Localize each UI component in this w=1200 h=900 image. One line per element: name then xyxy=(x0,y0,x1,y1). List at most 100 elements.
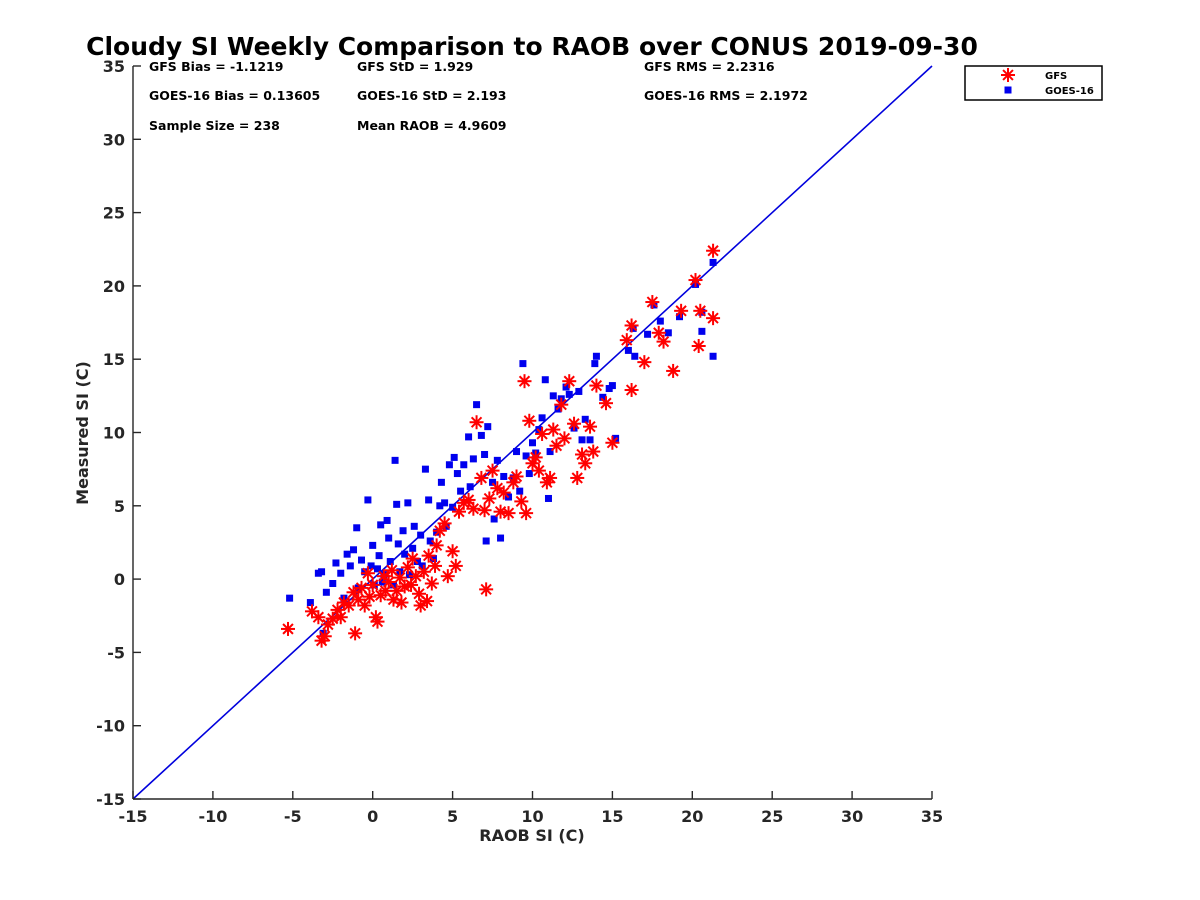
legend: GFS GOES-16 xyxy=(964,65,1103,101)
gfs-point xyxy=(381,575,396,590)
x-tick-label: 10 xyxy=(521,807,543,826)
gfs-point xyxy=(354,580,369,595)
gfs-point xyxy=(546,422,561,437)
goes16-point xyxy=(529,439,536,447)
x-tick-label: -5 xyxy=(284,807,302,826)
goes16-point xyxy=(421,465,429,473)
gfs-point xyxy=(706,311,721,326)
x-tick-label: 35 xyxy=(921,807,943,826)
stat-text: GOES-16 Bias = 0.13605 xyxy=(149,88,320,103)
x-tick-label: -15 xyxy=(119,807,148,826)
gfs-point xyxy=(445,544,460,559)
goes16-point xyxy=(413,558,421,566)
goes16-point xyxy=(624,346,632,354)
goes16-point xyxy=(441,499,449,507)
goes16-point xyxy=(404,499,412,507)
goes16-point xyxy=(676,313,684,321)
gfs-point xyxy=(666,363,681,378)
stat-text: Mean RAOB = 4.9609 xyxy=(357,118,506,133)
goes16-point xyxy=(425,496,433,504)
goes16-point xyxy=(591,360,599,368)
x-tick-label: 5 xyxy=(447,807,458,826)
legend-goes16-label: GOES-16 xyxy=(1045,86,1094,97)
legend-goes16-marker xyxy=(1004,86,1012,94)
gfs-point xyxy=(645,295,660,310)
x-tick-label: -10 xyxy=(198,807,227,826)
gfs-point xyxy=(389,583,404,598)
goes16-point xyxy=(337,569,345,577)
goes16-point xyxy=(562,383,570,391)
goes16-point xyxy=(377,521,385,529)
gfs-point xyxy=(311,610,326,625)
goes16-point xyxy=(437,478,445,486)
goes16-point xyxy=(592,352,600,360)
gfs-point xyxy=(440,569,455,584)
goes16-point xyxy=(364,496,372,504)
y-tick-label: -15 xyxy=(96,790,125,809)
goes16-point xyxy=(409,544,417,552)
gfs-point xyxy=(656,334,671,349)
goes16-point xyxy=(546,448,554,456)
gfs-point xyxy=(424,576,439,591)
y-tick-label: 10 xyxy=(103,424,125,443)
x-tick-label: 30 xyxy=(841,807,863,826)
gfs-point xyxy=(531,463,546,478)
goes16-point xyxy=(367,562,375,570)
one-to-one-line xyxy=(132,65,933,800)
y-tick-label: 5 xyxy=(114,497,125,516)
gfs-point xyxy=(333,610,348,625)
goes16-point xyxy=(399,527,407,535)
gfs-point xyxy=(370,614,385,629)
goes16-point xyxy=(389,581,397,589)
gfs-point xyxy=(605,435,620,450)
gfs-point xyxy=(428,558,443,573)
goes16-point xyxy=(484,423,492,431)
goes16-point xyxy=(358,556,366,564)
goes16-point xyxy=(599,393,607,401)
gfs-point xyxy=(365,577,380,592)
gfs-point xyxy=(528,450,543,465)
goes16-point xyxy=(350,546,358,554)
gfs-point xyxy=(624,382,639,397)
gfs-point xyxy=(360,566,375,581)
goes16-point xyxy=(375,552,383,560)
gfs-point xyxy=(567,416,582,431)
data-points xyxy=(281,243,721,648)
goes16-point xyxy=(477,431,485,439)
goes16-point xyxy=(457,487,465,495)
gfs-point xyxy=(674,303,689,318)
gfs-point xyxy=(583,419,598,434)
goes16-point xyxy=(346,562,354,570)
goes16-point xyxy=(481,450,489,458)
goes16-point xyxy=(322,588,330,596)
goes16-point xyxy=(449,503,457,511)
y-tick-label: 25 xyxy=(103,204,125,223)
goes16-point xyxy=(418,562,426,570)
gfs-point xyxy=(554,397,569,412)
y-tick-label: 20 xyxy=(103,277,125,296)
gfs-point xyxy=(599,396,614,411)
goes16-point xyxy=(497,534,505,542)
goes16-point xyxy=(453,470,461,478)
goes16-point xyxy=(578,436,586,444)
goes16-point xyxy=(332,559,340,567)
goes16-point xyxy=(516,487,524,495)
gfs-point xyxy=(586,444,601,459)
gfs-point xyxy=(420,594,435,609)
stat-text: GFS Bias = -1.1219 xyxy=(149,59,283,74)
goes16-point xyxy=(394,540,402,548)
gfs-point xyxy=(400,560,415,575)
goes16-point xyxy=(608,382,616,390)
gfs-point xyxy=(637,355,652,370)
goes16-point xyxy=(469,455,477,463)
gfs-point xyxy=(416,564,431,579)
gfs-point xyxy=(490,481,505,496)
gfs-point xyxy=(437,516,452,531)
stat-text: GFS StD = 1.929 xyxy=(357,59,473,74)
gfs-point xyxy=(317,629,332,644)
x-tick-label: 20 xyxy=(681,807,703,826)
goes16-point xyxy=(656,317,664,325)
gfs-point xyxy=(469,415,484,430)
stat-text: Sample Size = 238 xyxy=(149,118,280,133)
